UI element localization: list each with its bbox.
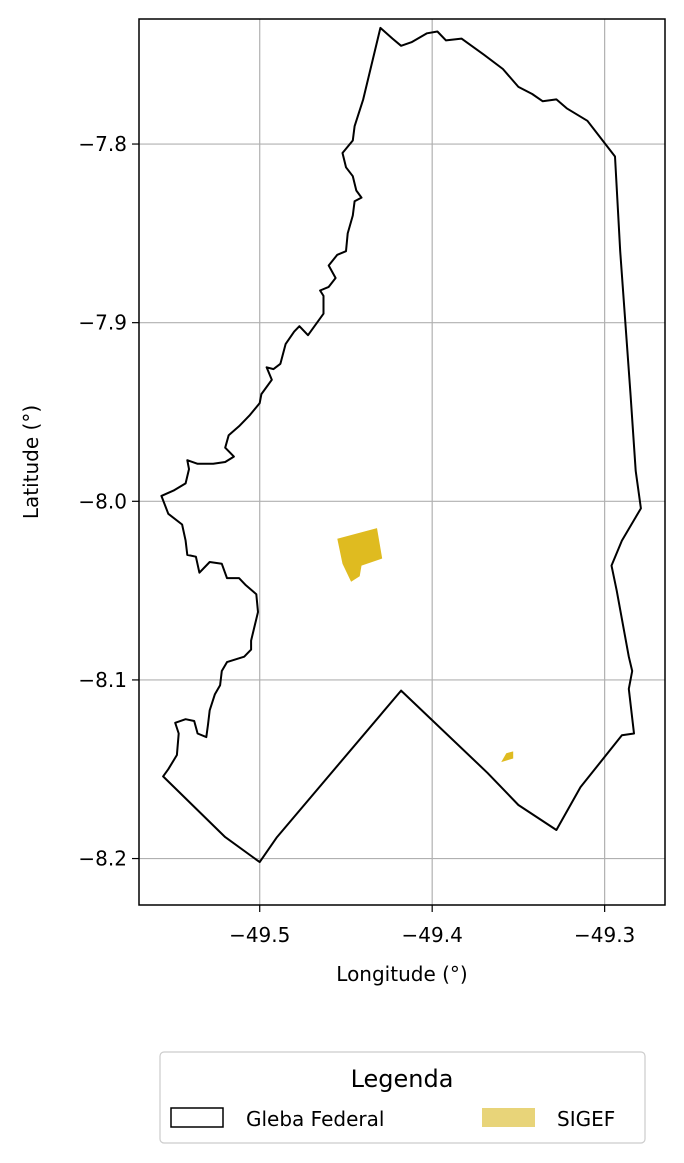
y-tick-label: −8.0: [78, 489, 127, 513]
sigef-parcel-0: [337, 528, 383, 582]
axes-frame: [138, 18, 666, 906]
legend-title: Legenda: [351, 1065, 454, 1093]
y-tick-label: −7.9: [78, 311, 127, 335]
sigef-parcel-1: [501, 751, 514, 763]
gleba-federal-boundary: [160, 26, 642, 864]
y-axis-label: Latitude (°): [19, 405, 43, 519]
y-tick-label: −7.8: [78, 132, 127, 156]
y-tick-label: −8.1: [78, 668, 127, 692]
legend-swatch-sigef: [482, 1108, 535, 1127]
legend-label-gleba-federal: Gleba Federal: [246, 1107, 384, 1131]
legend-swatch-gleba-federal: [170, 1107, 224, 1128]
legend-label-sigef: SIGEF: [557, 1107, 615, 1131]
x-axis-label: Longitude (°): [336, 962, 467, 986]
y-tick-label: −8.2: [78, 847, 127, 871]
x-tick-label: −49.5: [229, 923, 290, 947]
x-tick-label: −49.3: [574, 923, 635, 947]
axis-ticks: −49.5 −49.4 −49.3 −7.8 −7.9 −8.0 −8.1 −8.2: [78, 132, 635, 947]
x-tick-label: −49.4: [402, 923, 463, 947]
map-layers: [160, 26, 642, 864]
legend: Legenda Gleba Federal SIGEF: [159, 1051, 646, 1144]
grid-lines: [139, 19, 665, 905]
